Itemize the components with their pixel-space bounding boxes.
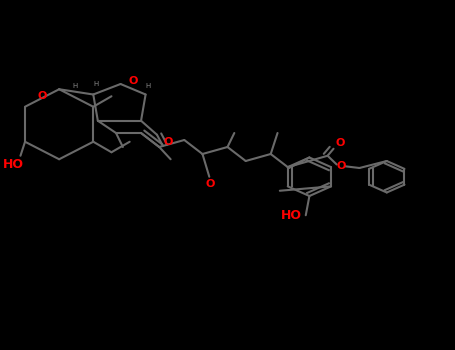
Text: HO: HO	[3, 158, 24, 171]
Text: O: O	[37, 91, 46, 101]
Text: O: O	[206, 179, 215, 189]
Text: O: O	[336, 139, 345, 148]
Text: O: O	[164, 137, 173, 147]
Text: O: O	[337, 161, 346, 171]
Text: O: O	[128, 76, 137, 86]
Text: H: H	[72, 83, 78, 89]
Text: HO: HO	[281, 209, 302, 222]
Text: H: H	[93, 81, 98, 87]
Text: H: H	[145, 83, 151, 89]
